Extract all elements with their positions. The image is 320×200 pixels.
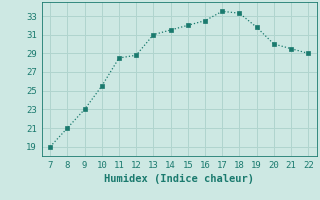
X-axis label: Humidex (Indice chaleur): Humidex (Indice chaleur) bbox=[104, 174, 254, 184]
